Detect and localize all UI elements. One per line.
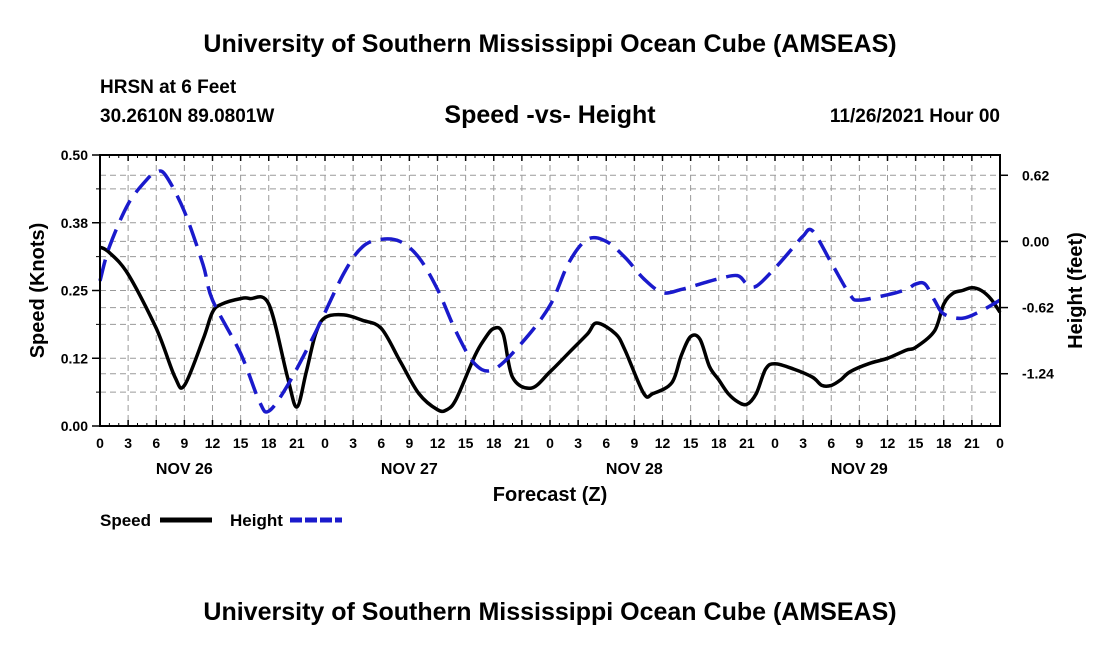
legend: Speed Height: [100, 511, 342, 530]
station-name: HRSN at 6 Feet: [100, 77, 237, 98]
x-date-label: NOV 26: [156, 461, 213, 478]
y2-tick-label: 0.00: [1022, 233, 1049, 249]
x-tick-label: 12: [205, 435, 221, 451]
x-tick-label: 15: [233, 435, 249, 451]
x-tick-label: 21: [289, 435, 305, 451]
y-tick-label: 0.00: [61, 418, 88, 434]
chart-subtitle: Speed -vs- Height: [444, 101, 656, 129]
legend-height-label: Height: [230, 511, 283, 530]
y-tick-label: 0.50: [61, 147, 88, 163]
y2-tick-label: 0.62: [1022, 167, 1049, 183]
x-tick-label: 18: [711, 435, 727, 451]
x-tick-label: 3: [349, 435, 357, 451]
x-tick-label: 21: [964, 435, 980, 451]
y-tick-label: 0.12: [61, 350, 88, 366]
chart-title: University of Southern Mississippi Ocean…: [203, 30, 897, 58]
y-tick-label: 0.38: [61, 215, 88, 231]
x-tick-label: 0: [321, 435, 329, 451]
y2-tick-label: -1.24: [1022, 366, 1054, 382]
x-tick-label: 15: [458, 435, 474, 451]
x-date-label: NOV 29: [831, 461, 888, 478]
series-speed-line: [99, 245, 1002, 414]
x-tick-label: 0: [771, 435, 779, 451]
x-tick-label: 0: [546, 435, 554, 451]
x-tick-label: 3: [124, 435, 132, 451]
x-tick-label: 21: [739, 435, 755, 451]
x-tick-label: 6: [377, 435, 385, 451]
x-tick-label: 9: [855, 435, 863, 451]
grid: [100, 155, 1000, 426]
series-layer: [98, 169, 1002, 414]
x-tick-label: 15: [908, 435, 924, 451]
x-tick-label: 9: [405, 435, 413, 451]
x-tick-label: 21: [514, 435, 530, 451]
x-axis-label: Forecast (Z): [493, 484, 607, 506]
x-tick-label: 9: [630, 435, 638, 451]
y2-tick-label: -0.62: [1022, 300, 1054, 316]
x-tick-label: 0: [96, 435, 104, 451]
x-tick-label: 15: [683, 435, 699, 451]
forecast-datetime: 11/26/2021 Hour 00: [829, 106, 1000, 127]
x-tick-label: 3: [799, 435, 807, 451]
x-tick-label: 12: [430, 435, 446, 451]
x-tick-label: 18: [486, 435, 502, 451]
footer-title: University of Southern Mississippi Ocean…: [203, 598, 897, 626]
x-tick-label: 18: [261, 435, 277, 451]
x-tick-label: 18: [936, 435, 952, 451]
station-coordinates: 30.2610N 89.0801W: [100, 106, 275, 127]
series-height-line: [98, 169, 1001, 414]
x-tick-label: 9: [180, 435, 188, 451]
x-tick-label: 6: [602, 435, 610, 451]
x-tick-label: 12: [880, 435, 896, 451]
x-tick-label: 6: [152, 435, 160, 451]
y-tick-label: 0.25: [61, 283, 88, 299]
y-axis-label: Speed (Knots): [27, 223, 49, 359]
y2-axis-label: Height (feet): [1065, 232, 1087, 349]
x-date-label: NOV 27: [381, 461, 438, 478]
x-tick-label: 0: [996, 435, 1004, 451]
x-tick-label: 3: [574, 435, 582, 451]
x-date-label: NOV 28: [606, 461, 663, 478]
x-tick-label: 12: [655, 435, 671, 451]
axes: 0 3 6 9 12 15 18 21 0 3 6 9 12 15 18 21 0 3 6 9 12 15 18 21 0 3 6 9…: [61, 147, 1054, 478]
x-tick-label: 6: [827, 435, 835, 451]
legend-speed-label: Speed: [100, 511, 151, 530]
